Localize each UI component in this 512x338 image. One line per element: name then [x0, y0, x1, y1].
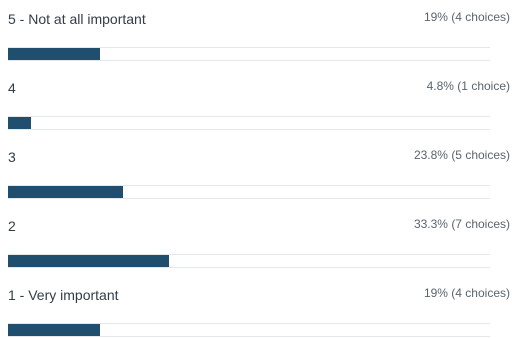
result-row: 3 23.8% (5 choices): [0, 138, 512, 199]
option-stat: 33.3% (7 choices): [413, 217, 510, 231]
result-bar-track: [8, 323, 490, 337]
option-label: 4: [8, 80, 16, 96]
option-label: 5 - Not at all important: [8, 11, 146, 27]
option-label: 2: [8, 218, 16, 234]
option-label: 3: [8, 149, 16, 165]
result-bar-track: [8, 254, 490, 268]
option-stat: 4.8% (1 choice): [426, 79, 510, 93]
result-bar-fill: [8, 255, 169, 267]
option-stat: 23.8% (5 choices): [413, 148, 510, 162]
result-bar-fill: [8, 117, 31, 129]
result-row: 4 4.8% (1 choice): [0, 69, 512, 130]
result-bar-fill: [8, 186, 123, 198]
option-stat: 19% (4 choices): [423, 286, 510, 300]
result-row: 1 - Very important 19% (4 choices): [0, 276, 512, 337]
result-row: 2 33.3% (7 choices): [0, 207, 512, 268]
result-row: 5 - Not at all important 19% (4 choices): [0, 0, 512, 61]
option-label: 1 - Very important: [8, 287, 119, 303]
result-bar-track: [8, 116, 490, 130]
result-bar-fill: [8, 48, 100, 60]
option-stat: 19% (4 choices): [423, 10, 510, 24]
result-bar-track: [8, 185, 490, 199]
result-bar-fill: [8, 324, 100, 336]
result-bar-track: [8, 47, 490, 61]
